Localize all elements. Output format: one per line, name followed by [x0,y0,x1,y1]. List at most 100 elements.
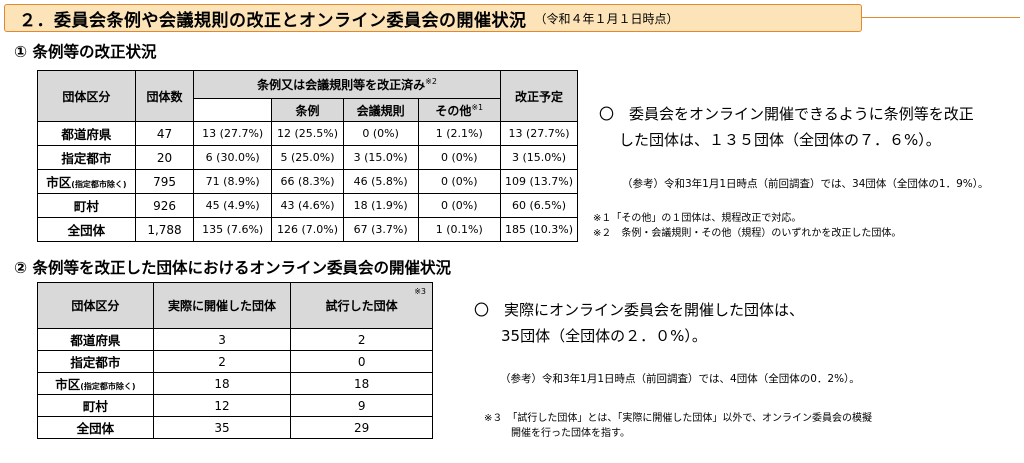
other-cell: 0 (0%) [417,193,501,218]
jourei-value: 126 [276,223,298,236]
total-cell: 71 (8.9%) [193,169,273,194]
trial-cell: 9 [290,394,433,417]
other-cell: 1 (2.1%) [417,121,501,146]
row-count: 47 [134,121,195,146]
other-percent: (2.1%) [446,127,483,140]
table-row: 市区(指定都市除く) 18 18 [37,372,433,395]
row-group: 指定都市 [37,350,154,373]
ordinance-revision-table: 団体区分 団体数 条例又は会議規則等を改正済み※2 改正予定 条例 会議規則 そ… [37,70,579,242]
row-group: 町村 [37,394,154,417]
total-value: 6 [205,151,213,164]
planned-value: 109 [504,175,526,188]
table-row: 市区(指定都市除く) 795 71 (8.9%) 66 (8.3%) 46 (5.8%)… [37,169,579,194]
other-value: 0 [440,199,448,212]
table-row: 全団体 1,788 135 (7.6%) 126 (7.0%) 67 (3.7%) 1 (… [37,217,579,242]
jourei-cell: 43 (4.6%) [271,193,344,218]
trial-cell: 0 [290,350,433,373]
group-note: (指定都市除く) [80,382,136,391]
row-group: 市区(指定都市除く) [37,169,136,194]
table-row: 都道府県 47 13 (27.7%) 12 (25.5%) 0 (0%) 1 (2.1%)… [37,121,579,146]
trial-cell: 2 [290,328,433,351]
held-cell: 12 [152,394,292,417]
planned-cell: 109 (13.7%) [499,169,579,194]
jourei-percent: (7.0%) [301,223,338,236]
header-jourei: 条例 [271,98,344,122]
row-group: 都道府県 [37,121,136,146]
header-revised-mark: ※2 [425,77,437,86]
section1-summary-line2: した団体は、１３５団体（全団体の７．６%）。 [619,131,941,149]
group-name: 市区 [55,377,81,392]
total-value: 135 [202,223,224,236]
header-revised: 条例又は会議規則等を改正済み※2 [193,70,501,99]
footnote-2: ※２ 条例・会議規則・その他（規程）のいずれかを改正した団体。 [593,228,902,239]
table-row: 都道府県 3 2 [37,328,433,351]
held-cell: 18 [152,372,292,395]
planned-value: 60 [511,199,526,212]
table-row: 町村 926 45 (4.9%) 43 (4.6%) 18 (1.9%) 0 (0%) 60… [37,193,579,218]
row-count: 1,788 [134,217,195,242]
header-planned: 改正予定 [499,70,579,122]
row-group: 全団体 [37,416,154,439]
kaigi-value: 46 [353,175,368,188]
planned-value: 185 [504,223,526,236]
section2-footnote: ※３ 「試行した団体」とは、「実際に開催した団体」以外で、オンライン委員会の模擬… [484,411,872,441]
header-trial: 試行した団体 ※3 [290,282,433,329]
planned-percent: (10.3%) [529,223,573,236]
jourei-percent: (25.5%) [294,127,338,140]
other-value: 1 [435,223,443,236]
section1-footnotes: ※１「その他」の１団体は、規程改正で対応。 ※２ 条例・会議規則・その他（規程）… [593,211,901,241]
total-percent: (27.7%) [219,127,264,140]
jourei-cell: 5 (25.0%) [271,145,344,170]
kaigi-cell: 46 (5.8%) [342,169,419,194]
row-group: 町村 [37,193,136,218]
other-cell: 0 (0%) [417,145,501,170]
planned-cell: 60 (6.5%) [499,193,579,218]
planned-percent: (27.7%) [525,127,570,140]
total-value: 71 [205,175,220,188]
group-name: 指定都市 [61,151,112,166]
row-count: 926 [134,193,195,218]
held-cell: 3 [152,328,292,351]
group-name: 全団体 [76,421,115,436]
planned-percent: (15.0%) [522,151,566,164]
trial-cell: 18 [290,372,433,395]
other-cell: 1 (0.1%) [417,217,501,242]
held-cell: 35 [152,416,292,439]
table-row: 指定都市 20 6 (30.0%) 5 (25.0%) 3 (15.0%) 0 (0%) 3… [37,145,579,170]
row-group: 指定都市 [37,145,136,170]
other-percent: (0%) [451,151,478,164]
jourei-value: 66 [280,175,295,188]
kaigi-cell: 0 (0%) [342,121,419,146]
total-cell: 6 (30.0%) [193,145,273,170]
group-name: 町村 [73,199,99,214]
total-cell: 135 (7.6%) [193,217,273,242]
section1-summary-line1: 〇 委員会をオンライン開催できるように条例等を改正 [599,105,974,123]
total-cell: 45 (4.9%) [193,193,273,218]
page-title-date: （令和４年１月１日時点） [534,11,679,26]
other-percent: (0.1%) [446,223,483,236]
kaigi-value: 67 [353,223,368,236]
jourei-value: 43 [280,199,295,212]
page-title: ２．委員会条例や会議規則の改正とオンライン委員会の開催状況 [19,10,527,31]
other-percent: (0%) [451,199,478,212]
section2-summary-line1: 〇 実際にオンライン委員会を開催した団体は、 [474,301,805,319]
kaigi-percent: (1.9%) [371,199,408,212]
planned-cell: 13 (27.7%) [499,121,579,146]
group-name: 町村 [82,399,108,414]
kaigi-cell: 67 (3.7%) [342,217,419,242]
section2-summary: 〇 実際にオンライン委員会を開催した団体は、 35団体（全団体の２．０%）。 [474,297,804,349]
table-row: 指定都市 2 0 [37,350,433,373]
kaigi-percent: (0%) [372,127,399,140]
section1-reference: （参考）令和3年1月1日時点（前回調査）では、34団体（全団体の1．9%）。 [622,178,989,190]
total-percent: (8.9%) [223,175,260,188]
kaigi-value: 0 [362,127,370,140]
group-name: 市区 [46,175,72,190]
kaigi-value: 18 [353,199,368,212]
row-group: 市区(指定都市除く) [37,372,154,395]
total-percent: (4.9%) [223,199,260,212]
planned-cell: 185 (10.3%) [499,217,579,242]
total-value: 45 [205,199,220,212]
other-value: 0 [440,151,448,164]
kaigi-percent: (15.0%) [364,151,408,164]
jourei-cell: 12 (25.5%) [271,121,344,146]
